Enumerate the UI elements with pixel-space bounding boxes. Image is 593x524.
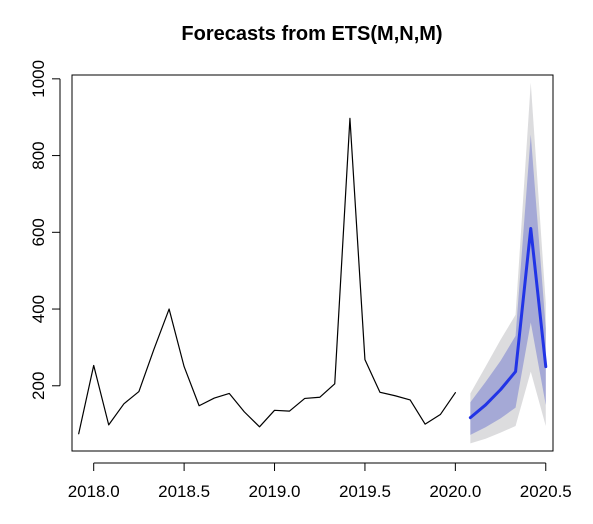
- y-tick-label: 400: [29, 295, 48, 323]
- plot-frame: [71, 74, 554, 452]
- series-lines: [78, 117, 548, 435]
- x-tick-label: 2018.0: [68, 482, 120, 501]
- x-tick-label: 2019.5: [339, 482, 391, 501]
- y-axis: 200 400 600 800 1000: [29, 60, 61, 400]
- x-tick-label: 2019.0: [249, 482, 301, 501]
- x-tick-label: 2018.5: [158, 482, 210, 501]
- x-tick-label: 2020.0: [429, 482, 481, 501]
- x-tick-label: 2020.5: [520, 482, 572, 501]
- prediction-intervals: [470, 82, 546, 444]
- interval-band-80: [470, 134, 546, 435]
- y-tick-label: 600: [29, 218, 48, 246]
- y-tick-label: 1000: [29, 60, 48, 98]
- x-axis: 2018.0 2018.5 2019.0 2019.5 2020.0 2020.5: [68, 462, 572, 501]
- forecast-series-line: [468, 226, 548, 420]
- observed-series-line: [78, 117, 456, 435]
- chart-title: Forecasts from ETS(M,N,M): [181, 23, 442, 45]
- interval-band-95: [470, 82, 546, 444]
- y-tick-label: 200: [29, 372, 48, 400]
- y-tick-label: 800: [29, 141, 48, 169]
